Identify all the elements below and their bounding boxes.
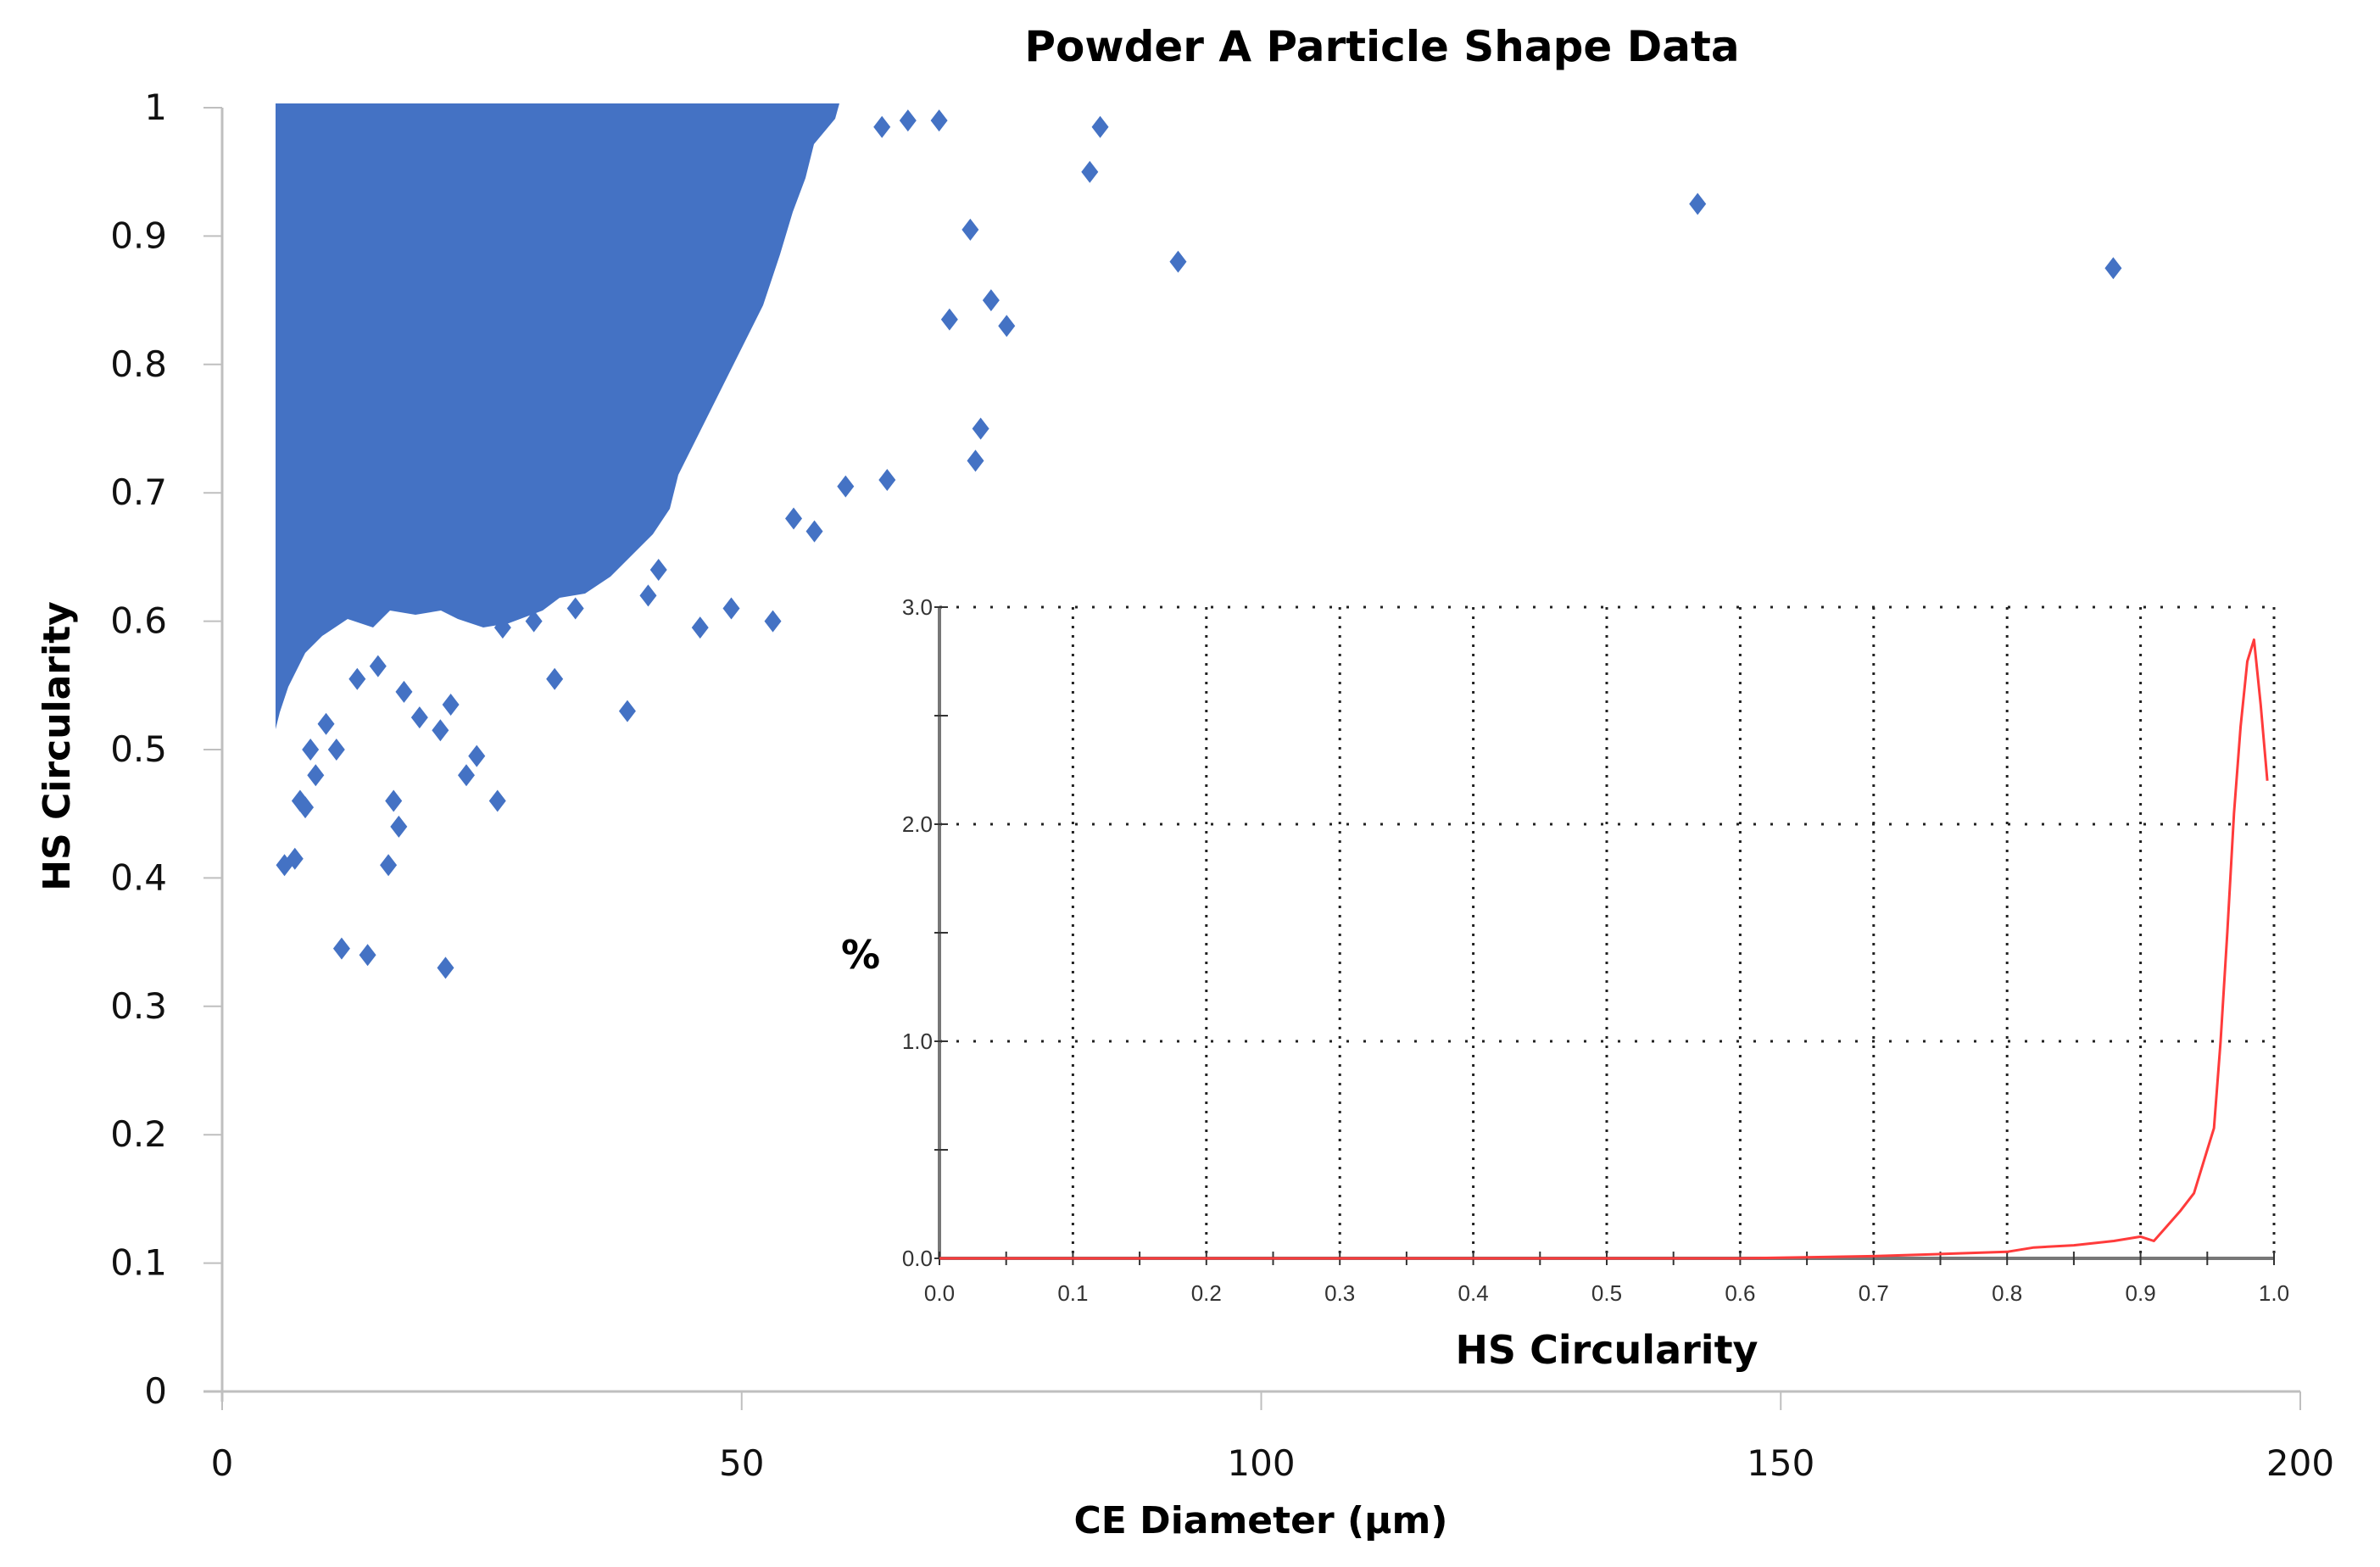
y-axis-title: HS Circularity <box>36 601 79 891</box>
inset-x-tick-label: 0.1 <box>1057 1280 1088 1306</box>
inset-x-tick-label: 0.5 <box>1591 1280 1622 1306</box>
scatter-point <box>525 610 543 633</box>
scatter-point <box>317 712 335 735</box>
scatter-point <box>805 520 823 543</box>
scatter-point <box>468 744 486 767</box>
scatter-point <box>967 449 984 472</box>
scatter-point <box>930 109 948 132</box>
scatter-point <box>332 937 350 960</box>
y-tick-label: 0.6 <box>110 600 167 642</box>
scatter-point <box>493 616 511 639</box>
scatter-point <box>488 789 506 812</box>
main-y-axis: 0 0.1 0.2 0.3 0.4 0.5 0.6 0.7 0.8 0.9 1 <box>110 86 224 1412</box>
x-tick-label: 50 <box>719 1442 764 1484</box>
scatter-point <box>566 597 584 620</box>
scatter-point <box>639 584 657 607</box>
y-tick-label: 0 <box>144 1370 167 1412</box>
scatter-point <box>1169 250 1187 273</box>
scatter-point <box>722 597 740 620</box>
scatter-point <box>457 764 475 787</box>
scatter-point <box>359 944 376 967</box>
scatter-point <box>286 847 304 870</box>
inset-x-tick-label: 0.6 <box>1725 1280 1755 1306</box>
scatter-point <box>380 854 398 877</box>
inset-distribution-line <box>939 638 2269 1260</box>
x-tick-label: 100 <box>1227 1442 1295 1484</box>
chart-title: Powder A Particle Shape Data <box>1024 22 1739 71</box>
y-tick-label: 0.9 <box>110 215 167 256</box>
scatter-point <box>432 719 449 742</box>
inset-x-tick-label: 0.3 <box>1324 1280 1355 1306</box>
inset-axes: 0.0 0.1 0.2 0.3 0.4 0.5 0.6 0.7 0.8 0.9 1.0 0.0 1.0 2… <box>902 594 2289 1306</box>
scatter-point <box>437 956 454 979</box>
scatter-point <box>2104 257 2122 280</box>
inset-histogram: 0.0 0.1 0.2 0.3 0.4 0.5 0.6 0.7 0.8 0.9 1.0 0.0 1.0 2… <box>841 594 2289 1373</box>
scatter-point <box>1091 115 1109 138</box>
y-tick-label: 0.8 <box>110 343 167 385</box>
inset-x-tick-label: 0.4 <box>1458 1280 1489 1306</box>
inset-x-axis-title: HS Circularity <box>1455 1327 1758 1373</box>
x-tick-label: 0 <box>211 1442 234 1484</box>
scatter-dense-cloud <box>276 103 839 729</box>
scatter-point <box>998 315 1016 337</box>
inset-y-tick-label: 1.0 <box>902 1029 933 1054</box>
inset-x-tick-label: 0.7 <box>1859 1280 1889 1306</box>
scatter-point <box>764 610 782 633</box>
scatter-point <box>873 115 891 138</box>
inset-x-tick-label: 0.9 <box>2126 1280 2156 1306</box>
inset-y-tick-label: 2.0 <box>902 811 933 837</box>
x-axis-title: CE Diameter (µm) <box>1074 1499 1448 1542</box>
scatter-point <box>410 706 428 729</box>
y-tick-label: 0.2 <box>110 1113 167 1155</box>
inset-grid <box>939 605 2276 1258</box>
inset-y-tick-label: 0.0 <box>902 1246 933 1271</box>
scatter-point <box>899 109 917 132</box>
inset-x-tick-label: 1.0 <box>2259 1280 2289 1306</box>
y-tick-label: 0.1 <box>110 1242 167 1284</box>
scatter-point <box>878 469 896 492</box>
scatter-point <box>691 616 709 639</box>
inset-y-tick-label: 3.0 <box>902 594 933 620</box>
scatter-point <box>385 789 403 812</box>
inset-x-tick-label: 0.2 <box>1191 1280 1222 1306</box>
scatter-point <box>302 739 320 761</box>
scatter-point <box>297 796 315 819</box>
y-tick-label: 0.7 <box>110 471 167 513</box>
scatter-point <box>837 475 855 498</box>
scatter-point <box>972 417 989 440</box>
x-tick-label: 150 <box>1747 1442 1814 1484</box>
scatter-point <box>940 308 958 331</box>
scatter-point <box>348 667 366 690</box>
inset-x-tick-label: 0.0 <box>924 1280 955 1306</box>
scatter-point <box>395 680 413 703</box>
scatter-point <box>390 815 408 838</box>
scatter-point <box>546 667 564 690</box>
y-tick-label: 0.4 <box>110 856 167 898</box>
scatter-point <box>327 739 345 761</box>
y-tick-label: 0.5 <box>110 728 167 770</box>
scatter-point <box>785 507 803 530</box>
x-tick-label: 200 <box>2266 1442 2334 1484</box>
y-tick-label: 0.3 <box>110 985 167 1027</box>
scatter-point <box>961 218 979 241</box>
scatter-point <box>369 655 387 678</box>
scatter-point <box>618 700 636 722</box>
scatter-point <box>442 694 460 717</box>
scatter-point <box>982 289 1000 312</box>
scatter-points <box>276 109 2122 979</box>
scatter-point <box>1081 160 1099 183</box>
scatter-point <box>649 559 667 582</box>
inset-y-axis-title: % <box>841 932 880 978</box>
main-x-axis: 0 50 100 150 200 <box>203 1390 2334 1484</box>
inset-x-tick-label: 0.8 <box>1992 1280 2022 1306</box>
scatter-point <box>1689 192 1707 215</box>
y-tick-label: 1 <box>144 86 167 128</box>
scatter-point <box>307 764 325 787</box>
